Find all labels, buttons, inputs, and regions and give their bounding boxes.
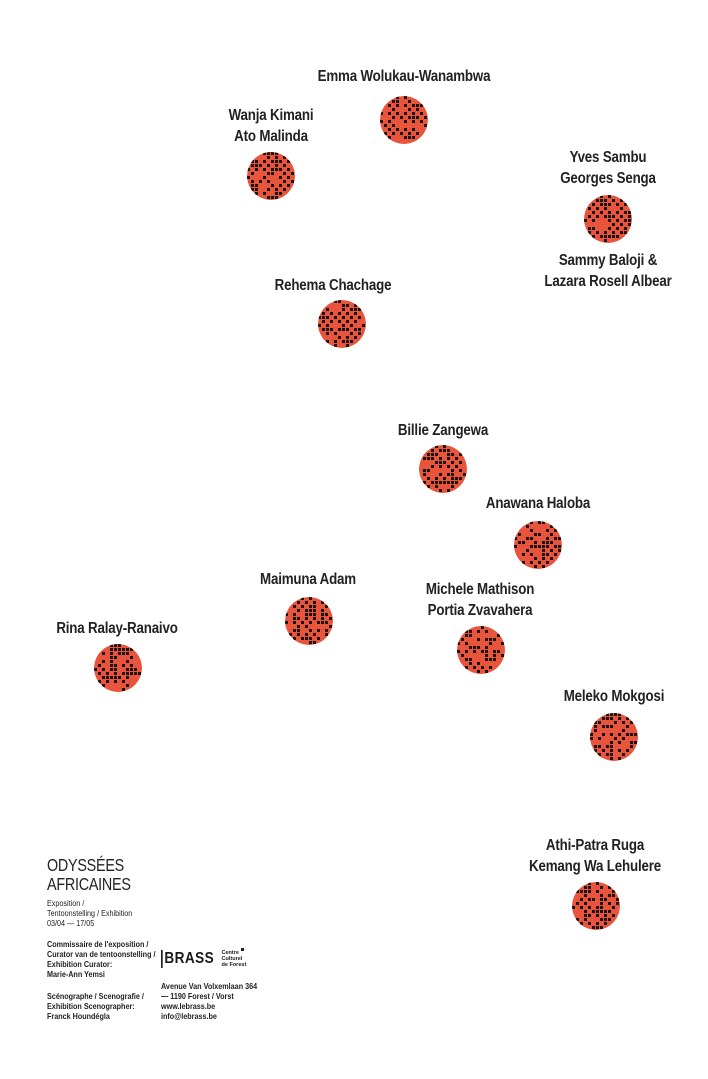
exhibition-title: ODYSSÉES AFRICAINES [47, 856, 131, 894]
venue-address: Avenue Van Volxemlaan 364 — 1190 Forest … [161, 982, 257, 1022]
dot-pattern [285, 597, 333, 645]
artist-label: Rina Ralay-Ranaivo [5, 618, 229, 639]
dot-pattern [590, 713, 638, 761]
artist-name-line: Portia Zvavahera [427, 602, 533, 619]
exhibition-title-line: AFRICAINES [47, 874, 131, 894]
artist-dot[interactable] [318, 300, 366, 348]
artist-label: Anawana Haloba [426, 493, 650, 514]
dot-pattern [584, 195, 632, 243]
artist-name-line: Meleko Mokgosi [563, 688, 665, 705]
logo-subtitle-line: Centre [221, 950, 239, 956]
artist-name-line: Sammy Baloji & [558, 252, 658, 269]
artist-dot[interactable] [514, 521, 562, 569]
curator-role: Exhibition Curator: [47, 960, 113, 969]
exhibition-dates: 03/04 — 17/05 [47, 919, 95, 928]
artist-dot[interactable] [584, 195, 632, 243]
artist-label: Yves Sambu Georges Senga [496, 147, 708, 189]
artist-dot[interactable] [94, 644, 142, 692]
artist-label: Rehema Chachage [221, 275, 445, 296]
exhibition-type-line: Tentoonstelling / Exhibition [47, 909, 133, 918]
dot-pattern [247, 152, 295, 200]
artist-name-line: Michele Mathison [425, 581, 535, 598]
dot-pattern [457, 626, 505, 674]
scenographer-credit: Scénographe / Scenografie / Exhibition S… [47, 992, 144, 1022]
address-line: Avenue Van Volxemlaan 364 [161, 982, 258, 991]
brass-logo-subtitle: Centre Culturel de Forest [222, 950, 247, 968]
artist-label: Billie Zangewa [331, 420, 555, 441]
artist-dot[interactable] [285, 597, 333, 645]
address-line: — 1190 Forest / Vorst [161, 992, 234, 1001]
artist-dot[interactable] [380, 96, 428, 144]
artist-name-line: Emma Wolukau-Wanambwa [317, 68, 491, 85]
artist-name-line: Anawana Haloba [485, 495, 591, 512]
logo-subtitle-line: de Forest [221, 962, 247, 968]
dot-pattern [572, 882, 620, 930]
artist-label: Wanja Kimani Ato Malinda [159, 105, 383, 147]
exhibition-title-line: ODYSSÉES [47, 855, 124, 875]
artist-dot[interactable] [590, 713, 638, 761]
brass-logo[interactable]: BRASS Centre Culturel de Forest [161, 948, 246, 970]
artist-name-line: Athi-Patra Ruga [545, 837, 645, 854]
dot-pattern [380, 96, 428, 144]
artist-dot[interactable] [247, 152, 295, 200]
artist-name-line: Kemang Wa Lehulere [529, 858, 661, 875]
curator-role: Curator van de tentoonstelling / [47, 950, 156, 959]
artist-name-line: Rina Ralay-Ranaivo [56, 620, 178, 637]
artist-label: Meleko Mokgosi [502, 686, 708, 707]
brass-logo-word: BRASS [161, 950, 214, 968]
artist-dot[interactable] [457, 626, 505, 674]
artist-label: Athi-Patra Ruga Kemang Wa Lehulere [483, 835, 707, 877]
scenographer-name: Franck Houndégla [47, 1012, 110, 1021]
scenographer-role: Exhibition Scenographer: [47, 1002, 135, 1011]
curator-role: Commissaire de l'exposition / [47, 940, 149, 949]
email-link[interactable]: info@lebrass.be [161, 1012, 217, 1021]
artist-name-line: Wanja Kimani [228, 107, 314, 124]
dot-pattern [419, 445, 467, 493]
artist-label: Michele Mathison Portia Zvavahera [368, 579, 592, 621]
artist-name-line: Georges Senga [560, 170, 656, 187]
artist-name-line: Billie Zangewa [397, 422, 489, 439]
dot-pattern [514, 521, 562, 569]
dot-pattern [94, 644, 142, 692]
artist-label: Emma Wolukau-Wanambwa [292, 66, 516, 87]
artist-name-line: Maimuna Adam [260, 571, 356, 588]
artist-dot[interactable] [572, 882, 620, 930]
artist-name-line: Ato Malinda [234, 128, 308, 145]
website-link[interactable]: www.lebrass.be [161, 1002, 216, 1011]
artist-dot[interactable] [419, 445, 467, 493]
scenographer-role: Scénographe / Scenografie / [47, 992, 144, 1001]
curator-name: Marie-Ann Yemsi [47, 970, 105, 979]
artist-name-line: Yves Sambu [569, 149, 647, 166]
curator-credit: Commissaire de l'exposition / Curator va… [47, 940, 155, 980]
artist-name-line: Lazara Rosell Albear [544, 273, 672, 290]
dot-pattern [318, 300, 366, 348]
artist-label: Sammy Baloji & Lazara Rosell Albear [496, 250, 708, 292]
exhibition-type-line: Exposition / [47, 899, 85, 908]
artist-label: Maimuna Adam [196, 569, 420, 590]
logo-subtitle-line: Culturel [221, 956, 243, 962]
logo-mark-icon [241, 948, 244, 951]
artist-name-line: Rehema Chachage [274, 277, 392, 294]
exhibition-type: Exposition / Tentoonstelling / Exhibitio… [47, 899, 132, 929]
